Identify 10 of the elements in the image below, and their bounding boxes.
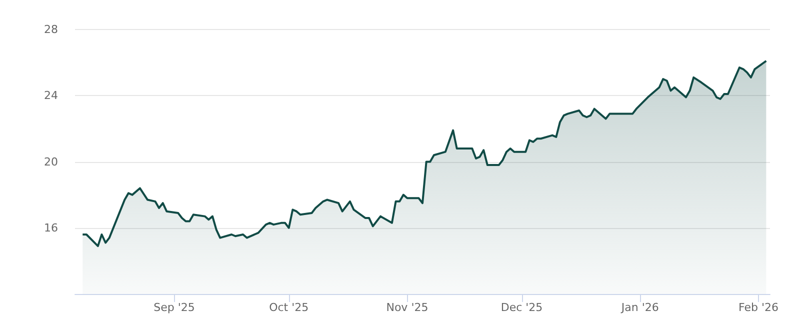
x-tick-label: Dec '25	[500, 301, 543, 314]
y-tick-label: 24	[44, 89, 58, 102]
x-tick-label: Jan '26	[620, 301, 659, 314]
x-tick-label: Nov '25	[386, 301, 428, 314]
x-tick-label: Sep '25	[154, 301, 195, 314]
x-tick-label: Feb '26	[738, 301, 779, 314]
x-tick-label: Oct '25	[269, 301, 309, 314]
y-tick-label: 20	[44, 155, 58, 168]
y-tick-label: 16	[44, 221, 58, 234]
y-tick-label: 28	[44, 23, 58, 36]
